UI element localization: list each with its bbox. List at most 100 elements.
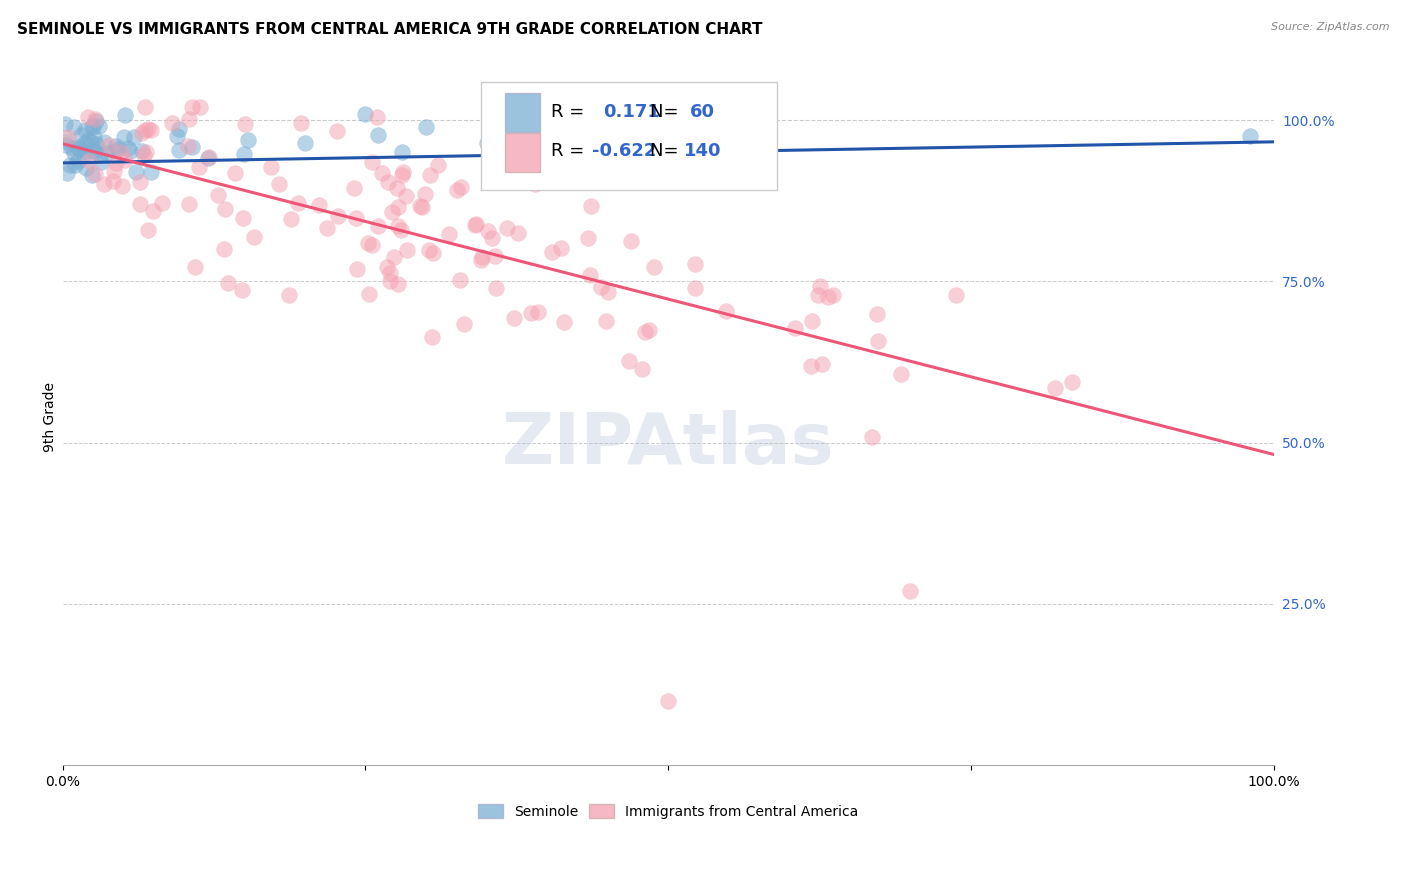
Text: N=: N= bbox=[650, 103, 685, 120]
Point bbox=[134, 123, 156, 137]
Point bbox=[437, 227, 460, 241]
Point bbox=[391, 145, 413, 160]
Point bbox=[167, 143, 190, 157]
Text: SEMINOLE VS IMMIGRANTS FROM CENTRAL AMERICA 9TH GRADE CORRELATION CHART: SEMINOLE VS IMMIGRANTS FROM CENTRAL AMER… bbox=[17, 22, 762, 37]
Point bbox=[683, 280, 706, 294]
Point bbox=[117, 141, 139, 155]
Point bbox=[111, 179, 134, 194]
Point bbox=[60, 141, 83, 155]
Point bbox=[449, 273, 471, 287]
Point bbox=[70, 128, 93, 143]
Point bbox=[125, 165, 148, 179]
Point bbox=[212, 242, 235, 256]
Point bbox=[685, 257, 707, 271]
Point bbox=[471, 250, 494, 264]
Point bbox=[385, 180, 408, 194]
Text: Source: ZipAtlas.com: Source: ZipAtlas.com bbox=[1271, 22, 1389, 32]
Point bbox=[520, 306, 543, 320]
Point bbox=[267, 177, 290, 191]
Text: 60: 60 bbox=[690, 103, 716, 120]
Point bbox=[290, 116, 312, 130]
Point bbox=[807, 288, 830, 302]
Point bbox=[181, 139, 204, 153]
Point bbox=[233, 146, 256, 161]
Point bbox=[122, 130, 145, 145]
Point bbox=[344, 211, 367, 226]
Point bbox=[589, 280, 612, 294]
FancyBboxPatch shape bbox=[505, 93, 540, 132]
Point bbox=[643, 260, 665, 274]
Point bbox=[132, 148, 155, 162]
Point bbox=[361, 155, 384, 169]
Point bbox=[103, 163, 125, 178]
Point bbox=[89, 148, 111, 162]
Point bbox=[82, 119, 104, 133]
Point bbox=[395, 189, 418, 203]
Point bbox=[484, 249, 506, 263]
Point bbox=[75, 136, 97, 151]
Point bbox=[114, 153, 136, 168]
Point bbox=[524, 177, 547, 191]
Point bbox=[231, 283, 253, 297]
Point bbox=[55, 134, 77, 148]
Point bbox=[800, 359, 823, 373]
Point bbox=[181, 100, 204, 114]
Point bbox=[377, 175, 399, 189]
Point bbox=[114, 108, 136, 122]
Point bbox=[308, 198, 330, 212]
Point bbox=[73, 149, 96, 163]
Point bbox=[217, 277, 239, 291]
Point bbox=[465, 217, 488, 231]
Point bbox=[389, 223, 412, 237]
Point bbox=[415, 120, 437, 135]
Point bbox=[129, 175, 152, 189]
Point bbox=[97, 137, 120, 152]
Point bbox=[260, 160, 283, 174]
Point bbox=[53, 117, 76, 131]
Point bbox=[93, 135, 115, 149]
Text: N=: N= bbox=[650, 143, 685, 161]
Point bbox=[900, 584, 922, 599]
FancyBboxPatch shape bbox=[481, 82, 778, 190]
Point bbox=[506, 227, 529, 241]
Point bbox=[184, 260, 207, 275]
Point bbox=[595, 313, 617, 327]
Point bbox=[1239, 128, 1261, 143]
Point bbox=[325, 124, 347, 138]
Point bbox=[131, 126, 153, 140]
Point bbox=[596, 285, 619, 300]
Point bbox=[177, 196, 200, 211]
Point bbox=[620, 235, 643, 249]
Point bbox=[55, 166, 77, 180]
Point bbox=[367, 219, 389, 234]
Point bbox=[868, 334, 890, 348]
Point bbox=[418, 244, 440, 258]
Point bbox=[502, 310, 524, 325]
Point bbox=[475, 136, 498, 150]
Point bbox=[375, 260, 398, 274]
Point bbox=[77, 154, 100, 169]
Point bbox=[387, 277, 409, 291]
Text: -0.622: -0.622 bbox=[592, 143, 657, 161]
Point bbox=[278, 288, 301, 302]
Point bbox=[118, 144, 141, 158]
Point bbox=[485, 281, 508, 295]
Point bbox=[294, 136, 316, 151]
Point bbox=[139, 164, 162, 178]
Point bbox=[426, 157, 449, 171]
Point bbox=[316, 220, 339, 235]
Point bbox=[526, 305, 548, 319]
Point bbox=[866, 307, 889, 321]
Point bbox=[136, 122, 159, 136]
Point bbox=[84, 167, 107, 181]
Point bbox=[224, 166, 246, 180]
Point bbox=[422, 245, 444, 260]
Point bbox=[367, 128, 389, 143]
Point bbox=[371, 165, 394, 179]
Point bbox=[446, 183, 468, 197]
Point bbox=[207, 188, 229, 202]
Point bbox=[105, 138, 128, 153]
Point bbox=[139, 123, 162, 137]
Point bbox=[87, 120, 110, 134]
Point bbox=[821, 288, 844, 302]
